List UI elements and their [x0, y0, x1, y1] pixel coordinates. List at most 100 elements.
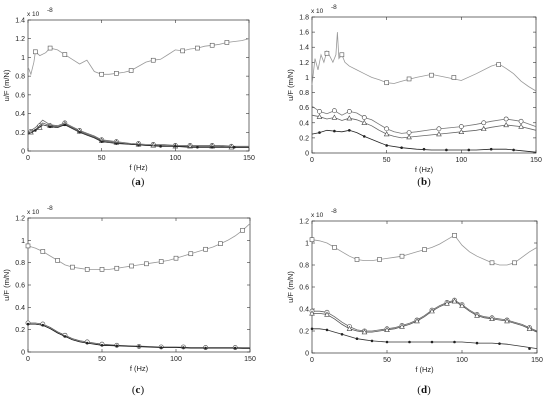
data-point [332, 245, 337, 250]
data-point [174, 145, 177, 148]
data-point [63, 123, 67, 127]
series-circle [309, 297, 538, 334]
data-point [518, 123, 524, 129]
data-point [78, 130, 81, 134]
y-tick-label: 0.8 [299, 90, 309, 97]
x-tick-label: 100 [170, 356, 182, 363]
y-exponent-label: x 10 [27, 11, 40, 18]
x-tick-label: 0 [310, 157, 314, 164]
data-point [331, 114, 338, 120]
y-tick-label: 1.2 [299, 219, 309, 226]
chart-panel-c: 0 50 100 150 0 0.2 0.4 0.6 0.8 1 1.2x 10 -8 f (Hz) u/… [2, 205, 256, 396]
data-point [384, 326, 390, 332]
plot-area [27, 217, 251, 353]
series-dot [311, 129, 537, 153]
series-dot [310, 327, 538, 350]
series-line [312, 328, 538, 349]
y-axis-label: u/F (m/N) [286, 69, 295, 101]
data-point [137, 345, 141, 348]
data-point [47, 45, 53, 51]
y-tick-label: 0.8 [15, 260, 25, 267]
data-point [331, 108, 337, 114]
data-point [333, 129, 336, 133]
x-axis-label: f (Hz) [130, 364, 149, 373]
data-point [129, 263, 134, 269]
data-point [210, 145, 214, 149]
data-point [84, 267, 90, 272]
data-point [436, 131, 442, 137]
series-line [311, 105, 537, 134]
panel-label: (a) [132, 176, 145, 188]
y-tick-label: 0 [21, 149, 25, 156]
y-axis-label: u/F (m/N) [2, 269, 11, 301]
data-point [85, 341, 89, 345]
y-exponent-power: -8 [331, 208, 337, 215]
data-point [422, 147, 426, 151]
data-point [100, 140, 103, 143]
data-point [504, 318, 510, 324]
x-tick-label: 0 [26, 356, 30, 363]
data-point [173, 255, 179, 261]
data-point [159, 145, 162, 148]
x-axis-label: f (Hz) [129, 163, 148, 172]
data-point [114, 265, 120, 271]
x-tick-label: 150 [244, 356, 256, 363]
y-tick-label: 1.2 [15, 36, 25, 43]
y-tick-label: 1.4 [15, 18, 25, 25]
y-tick-label: 1.6 [299, 30, 309, 37]
y-tick-label: 1.2 [15, 216, 25, 223]
y-tick-label: 0.4 [299, 120, 309, 127]
y-exponent-label: x 10 [311, 8, 324, 15]
data-point [361, 115, 367, 120]
data-point [203, 246, 208, 252]
data-point [528, 347, 531, 350]
y-exponent-power: -8 [47, 7, 53, 14]
data-point [316, 113, 323, 119]
data-point [451, 75, 457, 80]
data-point [240, 227, 245, 233]
y-exponent-power: -8 [47, 205, 53, 212]
data-point [355, 337, 359, 341]
y-tick-label: 1.4 [299, 45, 309, 52]
series-square [27, 38, 250, 77]
data-point [384, 80, 389, 86]
data-point [150, 57, 156, 63]
data-point [467, 148, 471, 152]
y-exponent-label: x 10 [27, 209, 40, 216]
data-point [453, 340, 456, 344]
data-point [204, 346, 207, 350]
data-point [144, 261, 149, 267]
data-point [406, 76, 412, 82]
data-point [182, 346, 185, 349]
y-exponent-power: -8 [331, 4, 337, 11]
x-tick-label: 50 [383, 157, 391, 164]
data-point [436, 126, 442, 132]
data-point [385, 144, 388, 147]
series-line [28, 322, 250, 348]
x-tick-label: 50 [383, 357, 391, 364]
data-point [99, 267, 105, 272]
data-point [339, 52, 345, 58]
chart-panel-d: 0 50 100 150 0 0.2 0.4 0.6 0.8 1 1.2x 10 -8 f (Hz) u/… [286, 208, 543, 396]
data-point [26, 322, 30, 326]
data-point [34, 129, 37, 132]
y-tick-label: 0.4 [15, 111, 25, 118]
data-point [100, 344, 104, 347]
data-point [325, 328, 329, 332]
series-triangle [311, 113, 537, 140]
panel-letter: c [136, 384, 141, 396]
chart-panel-b: 0 50 100 150 0 0.2 0.4 0.6 0.8 1 1.2 1.4 1.6 1.8x 10-… [286, 4, 542, 188]
x-tick-label: 100 [456, 357, 468, 364]
y-tick-label: 0 [305, 351, 309, 358]
y-axis-label: u/F (m/N) [286, 271, 295, 303]
data-point [70, 264, 75, 270]
data-point [224, 40, 230, 45]
plot-area [311, 220, 538, 354]
plot-area [27, 19, 250, 152]
data-point [232, 145, 236, 149]
x-axis-label: f (Hz) [415, 365, 434, 374]
data-point [414, 318, 420, 324]
data-point [317, 109, 322, 114]
data-point [459, 302, 465, 308]
